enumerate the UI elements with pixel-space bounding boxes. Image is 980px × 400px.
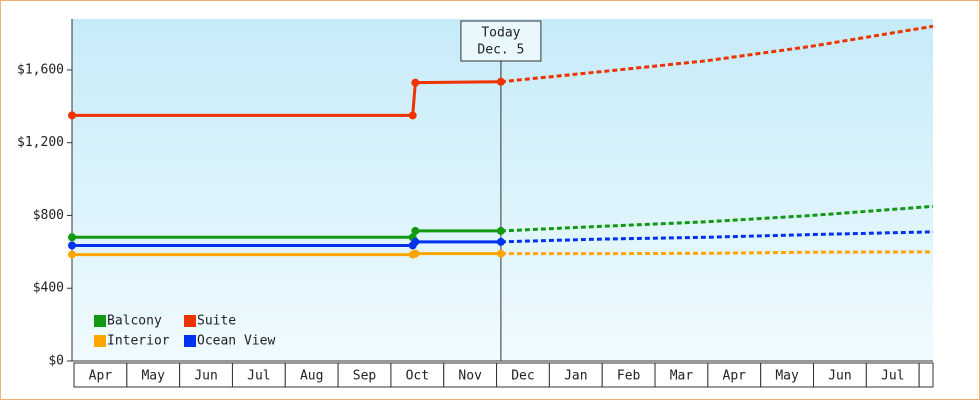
forecast-line — [500, 24, 934, 84]
x-tick-box — [73, 362, 128, 388]
x-tick-label: Jan — [564, 369, 587, 384]
price-point — [411, 249, 420, 258]
price-point — [68, 111, 76, 120]
price-point — [411, 237, 420, 246]
price-point — [411, 226, 420, 235]
x-tick-box — [126, 362, 181, 388]
price-point — [411, 78, 420, 87]
x-tick-label: Jul — [247, 369, 270, 384]
price-line — [72, 252, 501, 257]
forecast-line — [500, 250, 934, 256]
forecast-line — [500, 230, 934, 244]
x-tick-box — [284, 362, 339, 388]
price-point — [496, 249, 505, 258]
legend-swatch — [94, 315, 106, 327]
x-tick-label: Jun — [828, 369, 851, 384]
price-point — [496, 226, 505, 235]
x-tick-box — [601, 362, 656, 388]
x-tick-label: Jun — [194, 369, 217, 384]
x-tick-label: Sep — [353, 369, 377, 384]
legend-swatch — [184, 315, 196, 327]
price-point — [496, 237, 505, 246]
x-tick-box — [496, 362, 550, 388]
y-tick-label: $0 — [48, 354, 64, 369]
x-tick-box — [337, 362, 392, 388]
x-tick-box — [760, 362, 815, 388]
legend-label: Balcony — [107, 314, 162, 329]
x-tick-box — [707, 362, 762, 388]
x-tick-label: Aug — [300, 369, 323, 384]
x-tick-label: Feb — [617, 369, 641, 384]
legend-swatch — [94, 335, 106, 347]
legend-label: Interior — [107, 334, 170, 349]
forecast-line — [500, 204, 934, 233]
price-point — [408, 111, 417, 120]
x-tick-box — [865, 362, 920, 388]
x-tick-label: Apr — [89, 369, 113, 384]
x-tick-label: Dec — [511, 369, 534, 384]
legend-label: Suite — [197, 314, 236, 329]
legend-label: Ocean View — [197, 334, 275, 349]
plot-area — [72, 19, 933, 361]
price-point — [496, 77, 505, 86]
price-point — [68, 250, 76, 259]
today-label: Today — [481, 26, 520, 41]
x-tick-label: Apr — [723, 369, 747, 384]
x-tick-label: Mar — [670, 369, 694, 384]
x-tick-label: May — [141, 369, 165, 384]
x-tick-box — [918, 362, 934, 388]
legend-swatch — [184, 335, 196, 347]
y-tick-label: $1,600 — [17, 62, 64, 77]
x-tick-label: Nov — [458, 369, 482, 384]
price-line — [72, 80, 501, 117]
price-point — [68, 241, 76, 250]
x-tick-label: May — [775, 369, 799, 384]
x-tick-label: Jul — [881, 369, 904, 384]
y-tick-label: $400 — [33, 281, 64, 296]
y-tick-label: $800 — [33, 208, 64, 223]
y-tick-label: $1,200 — [17, 135, 64, 150]
x-tick-box — [231, 362, 286, 388]
price-point — [68, 233, 76, 242]
x-tick-label: Oct — [406, 369, 429, 384]
today-date: Dec. 5 — [477, 43, 524, 58]
today-box — [460, 20, 542, 62]
x-tick-box — [179, 362, 233, 388]
